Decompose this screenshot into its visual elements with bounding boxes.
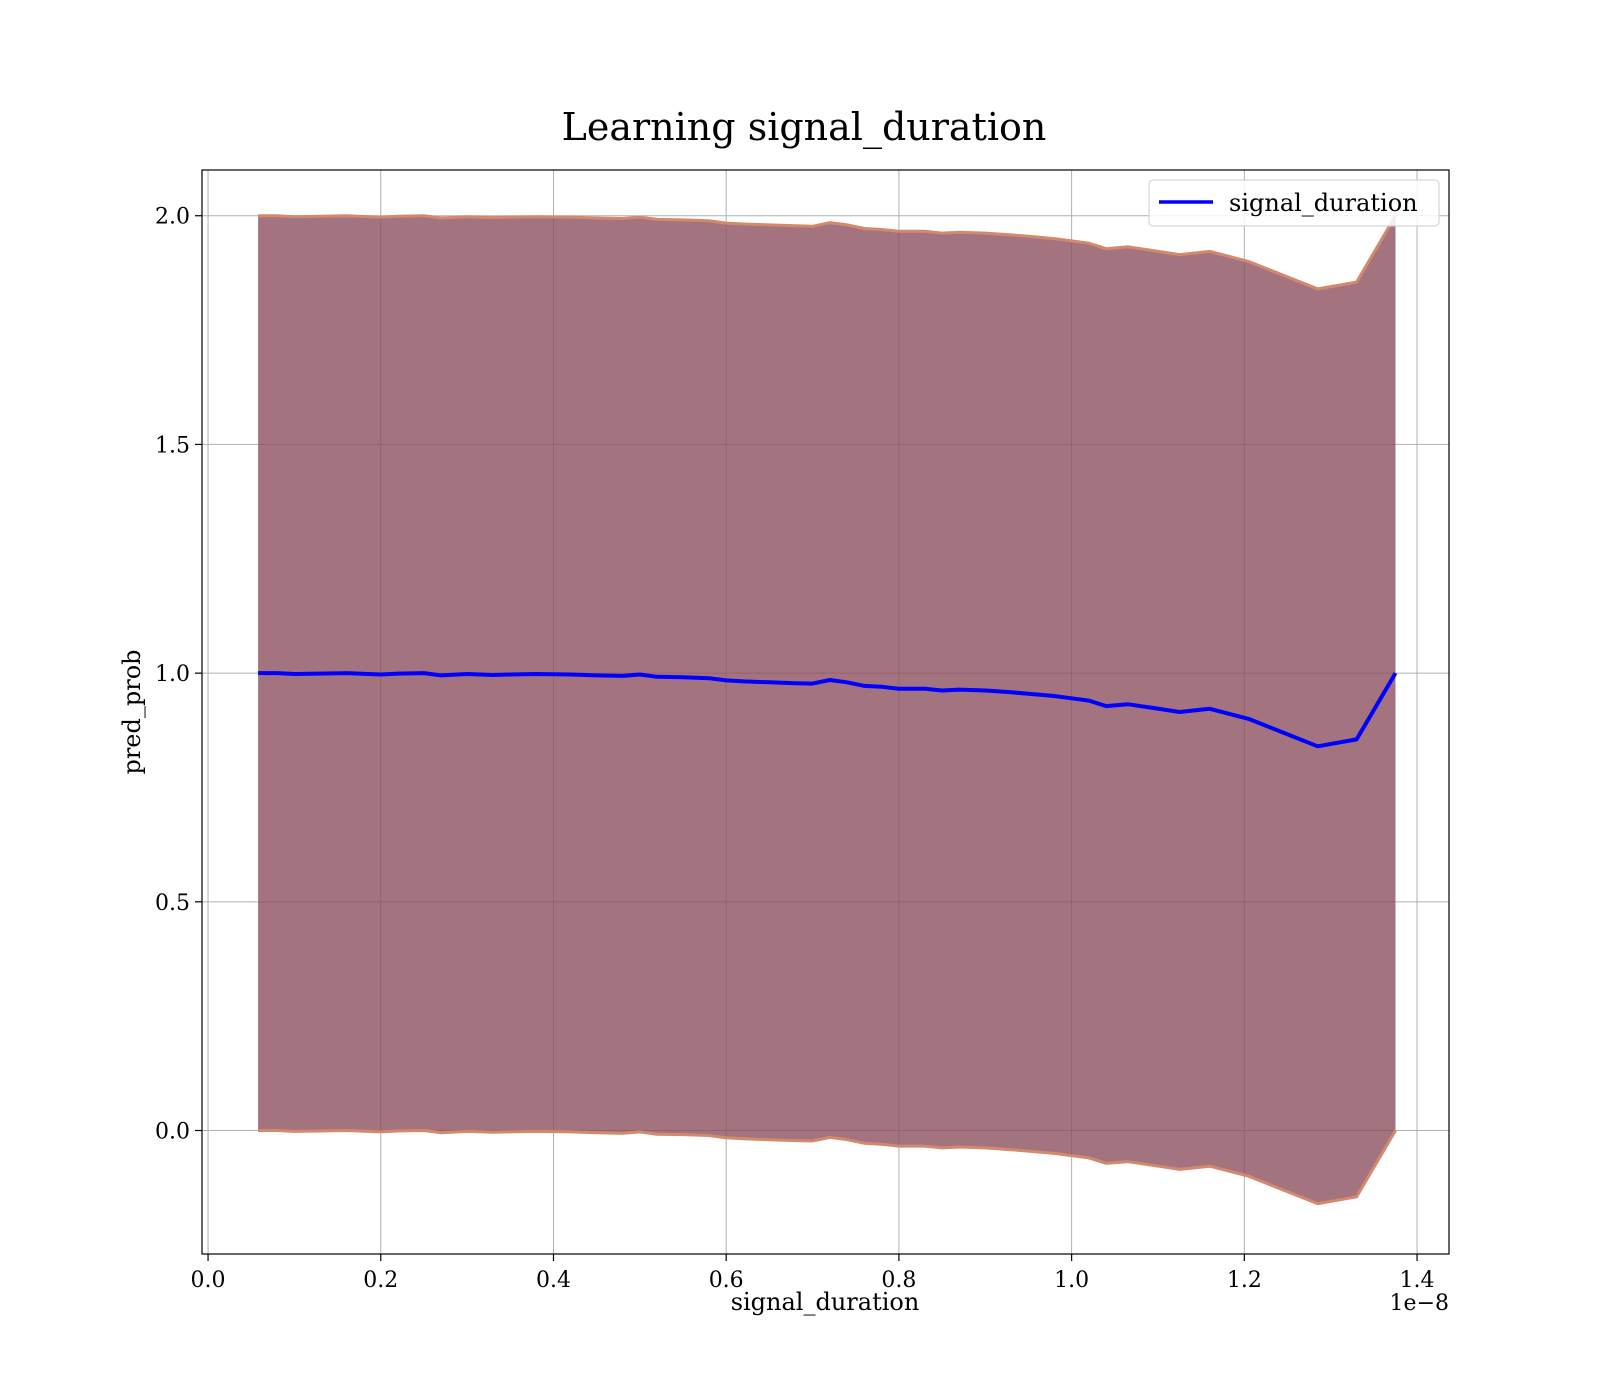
- x-axis-label: signal_duration: [731, 1288, 920, 1316]
- legend: signal_duration: [1148, 179, 1440, 227]
- x-tick-label: 1.0: [1054, 1268, 1089, 1293]
- x-tick-label: 0.4: [536, 1268, 571, 1293]
- x-tick-label: 0.2: [363, 1268, 398, 1293]
- band-upper-edge: [258, 214, 1397, 291]
- legend-label: signal_duration: [1229, 189, 1418, 217]
- y-tick-label: 2.0: [155, 205, 190, 230]
- chart-title: Learning signal_duration: [562, 105, 1047, 150]
- y-tick-label: 1.0: [155, 662, 190, 687]
- x-axis-offset-label: 1e−8: [1390, 1291, 1449, 1316]
- x-tick-label: 0.8: [881, 1268, 916, 1293]
- y-axis-label: pred_prob: [118, 649, 146, 774]
- x-tick-label: 1.4: [1400, 1268, 1435, 1293]
- confidence-band: [258, 214, 1397, 1206]
- axis-ticks: 0.0 0.2 0.4 0.6 0.8 1.0 1.2 1.4 0.0 0.5 1.0 1.5 2.0: [155, 205, 1435, 1293]
- legend-box: [1148, 179, 1440, 227]
- confidence-band-area: [258, 215, 1396, 1204]
- x-tick-label: 0.0: [191, 1268, 226, 1293]
- y-tick-label: 1.5: [155, 433, 190, 458]
- plot-area-frame: [201, 169, 1450, 1255]
- series-line: [258, 671, 1398, 749]
- x-tick-label: 0.6: [709, 1268, 744, 1293]
- series-lines: [258, 671, 1398, 749]
- y-tick-label: 0.5: [155, 891, 190, 916]
- band-lower-edge: [258, 1128, 1397, 1206]
- y-tick-label: 0.0: [155, 1120, 190, 1145]
- x-tick-label: 1.2: [1227, 1268, 1262, 1293]
